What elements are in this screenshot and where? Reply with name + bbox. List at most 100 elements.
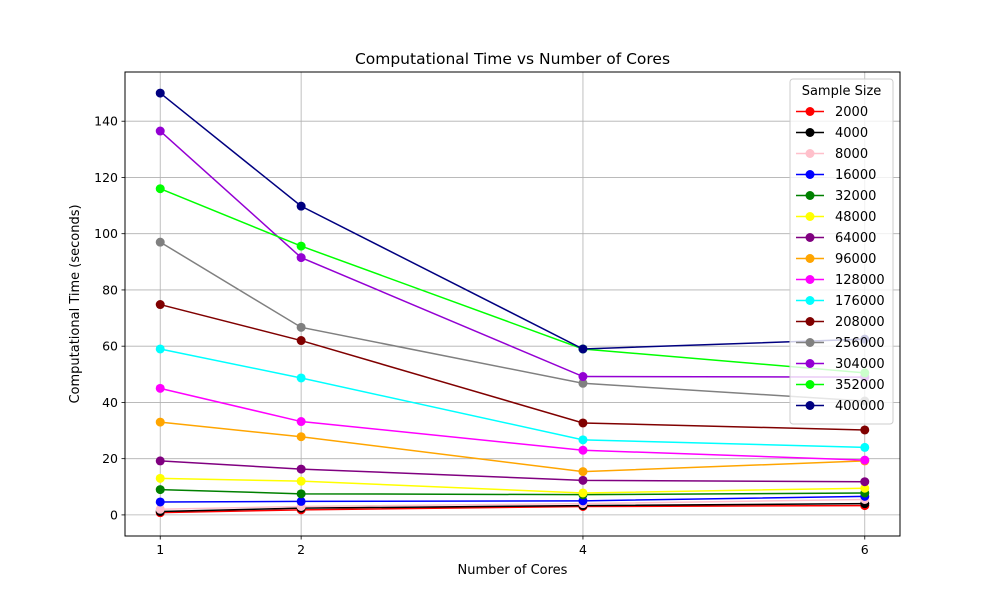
series-line — [159, 92, 865, 350]
legend-label: 48000 — [835, 210, 876, 225]
series-128000 — [155, 383, 870, 465]
data-point — [578, 467, 588, 477]
legend-item: 176000 — [796, 294, 885, 309]
data-point — [155, 300, 165, 310]
series-32000 — [155, 485, 870, 500]
legend-marker — [805, 317, 815, 326]
legend-item: 208000 — [796, 315, 885, 330]
series-line — [159, 130, 865, 378]
series-line — [160, 303, 865, 431]
data-point — [296, 336, 306, 346]
legend-label: 32000 — [835, 189, 876, 204]
legend-marker — [805, 275, 815, 284]
legend-label: 304000 — [835, 357, 885, 372]
series-400000 — [155, 88, 870, 354]
data-point — [296, 476, 306, 486]
chart-title: Computational Time vs Number of Cores — [355, 50, 670, 68]
data-point — [578, 378, 588, 388]
data-point — [578, 496, 588, 506]
data-point — [155, 344, 165, 354]
legend: Sample Size 2000 4000 8000 16000 32000 48000 6… — [789, 78, 894, 425]
series-line — [160, 488, 865, 496]
data-point — [296, 241, 306, 251]
data-point — [296, 489, 306, 499]
data-point — [860, 455, 870, 465]
series-48000 — [155, 473, 870, 498]
x-tick-label: 6 — [861, 542, 869, 557]
data-point — [296, 432, 306, 442]
legend-item: 128000 — [796, 273, 885, 288]
data-point — [155, 456, 165, 466]
legend-marker — [805, 191, 815, 200]
data-point — [155, 126, 165, 136]
data-point — [578, 344, 588, 354]
data-point — [578, 435, 588, 445]
legend-label: 128000 — [835, 273, 885, 288]
legend-marker — [805, 338, 815, 347]
legend-item: 64000 — [796, 231, 876, 246]
x-axis-title: Number of Cores — [458, 563, 568, 578]
legend-item: 96000 — [796, 252, 876, 267]
legend-label: 96000 — [835, 252, 876, 267]
data-point — [296, 253, 306, 263]
series-line — [160, 477, 865, 494]
legend-marker — [805, 359, 815, 368]
y-tick-label: 140 — [94, 114, 118, 129]
y-tick-label: 40 — [102, 395, 118, 410]
x-tick-label: 2 — [297, 542, 305, 557]
plot-area-frame — [124, 71, 901, 537]
data-point — [155, 417, 165, 427]
series-352000 — [155, 184, 870, 378]
series-line — [160, 502, 865, 513]
data-point — [578, 372, 588, 382]
series-208000 — [155, 300, 870, 435]
x-tick-label: 1 — [156, 542, 164, 557]
y-tick-label: 0 — [110, 507, 118, 522]
legend-item: 352000 — [796, 378, 885, 393]
y-tick-label: 80 — [102, 282, 118, 297]
legend-items: 2000 4000 8000 16000 32000 48000 64000 96000 128… — [796, 105, 885, 414]
legend-label: 8000 — [835, 147, 868, 162]
legend-label: 400000 — [835, 399, 885, 414]
legend-label: 2000 — [835, 105, 868, 120]
legend-item: 256000 — [796, 336, 885, 351]
data-point — [860, 477, 870, 487]
series-line — [160, 460, 865, 483]
y-axis-ticks: 0 20 40 60 80 100 120 140 — [94, 114, 125, 522]
data-point — [296, 373, 306, 383]
series-line — [160, 387, 865, 461]
legend-item: 32000 — [796, 189, 876, 204]
data-point — [296, 417, 306, 427]
series-line — [160, 504, 865, 514]
legend-marker — [805, 380, 815, 389]
series-group — [155, 88, 870, 518]
series-176000 — [155, 344, 870, 452]
legend-label: 4000 — [835, 126, 868, 141]
y-tick-label: 100 — [94, 226, 118, 241]
data-point — [860, 425, 870, 435]
legend-marker — [805, 107, 815, 116]
y-tick-label: 120 — [94, 170, 118, 185]
y-tick-label: 20 — [102, 451, 118, 466]
legend-marker — [805, 212, 815, 221]
data-point — [155, 383, 165, 393]
legend-marker — [805, 296, 815, 305]
legend-label: 256000 — [835, 336, 885, 351]
data-point — [155, 473, 165, 483]
y-axis-title: Computational Time (seconds) — [68, 204, 83, 403]
data-point — [155, 497, 165, 507]
legend-item: 16000 — [796, 168, 876, 183]
legend-marker — [805, 254, 815, 263]
legend-marker — [805, 233, 815, 242]
data-point — [860, 483, 870, 493]
data-point — [296, 496, 306, 506]
data-point — [296, 201, 306, 211]
series-line — [160, 348, 865, 449]
legend-marker — [805, 170, 815, 179]
legend-marker — [805, 128, 815, 137]
series-line — [159, 188, 865, 374]
legend-label: 208000 — [835, 315, 885, 330]
legend-label: 352000 — [835, 378, 885, 393]
y-tick-label: 60 — [102, 339, 118, 354]
